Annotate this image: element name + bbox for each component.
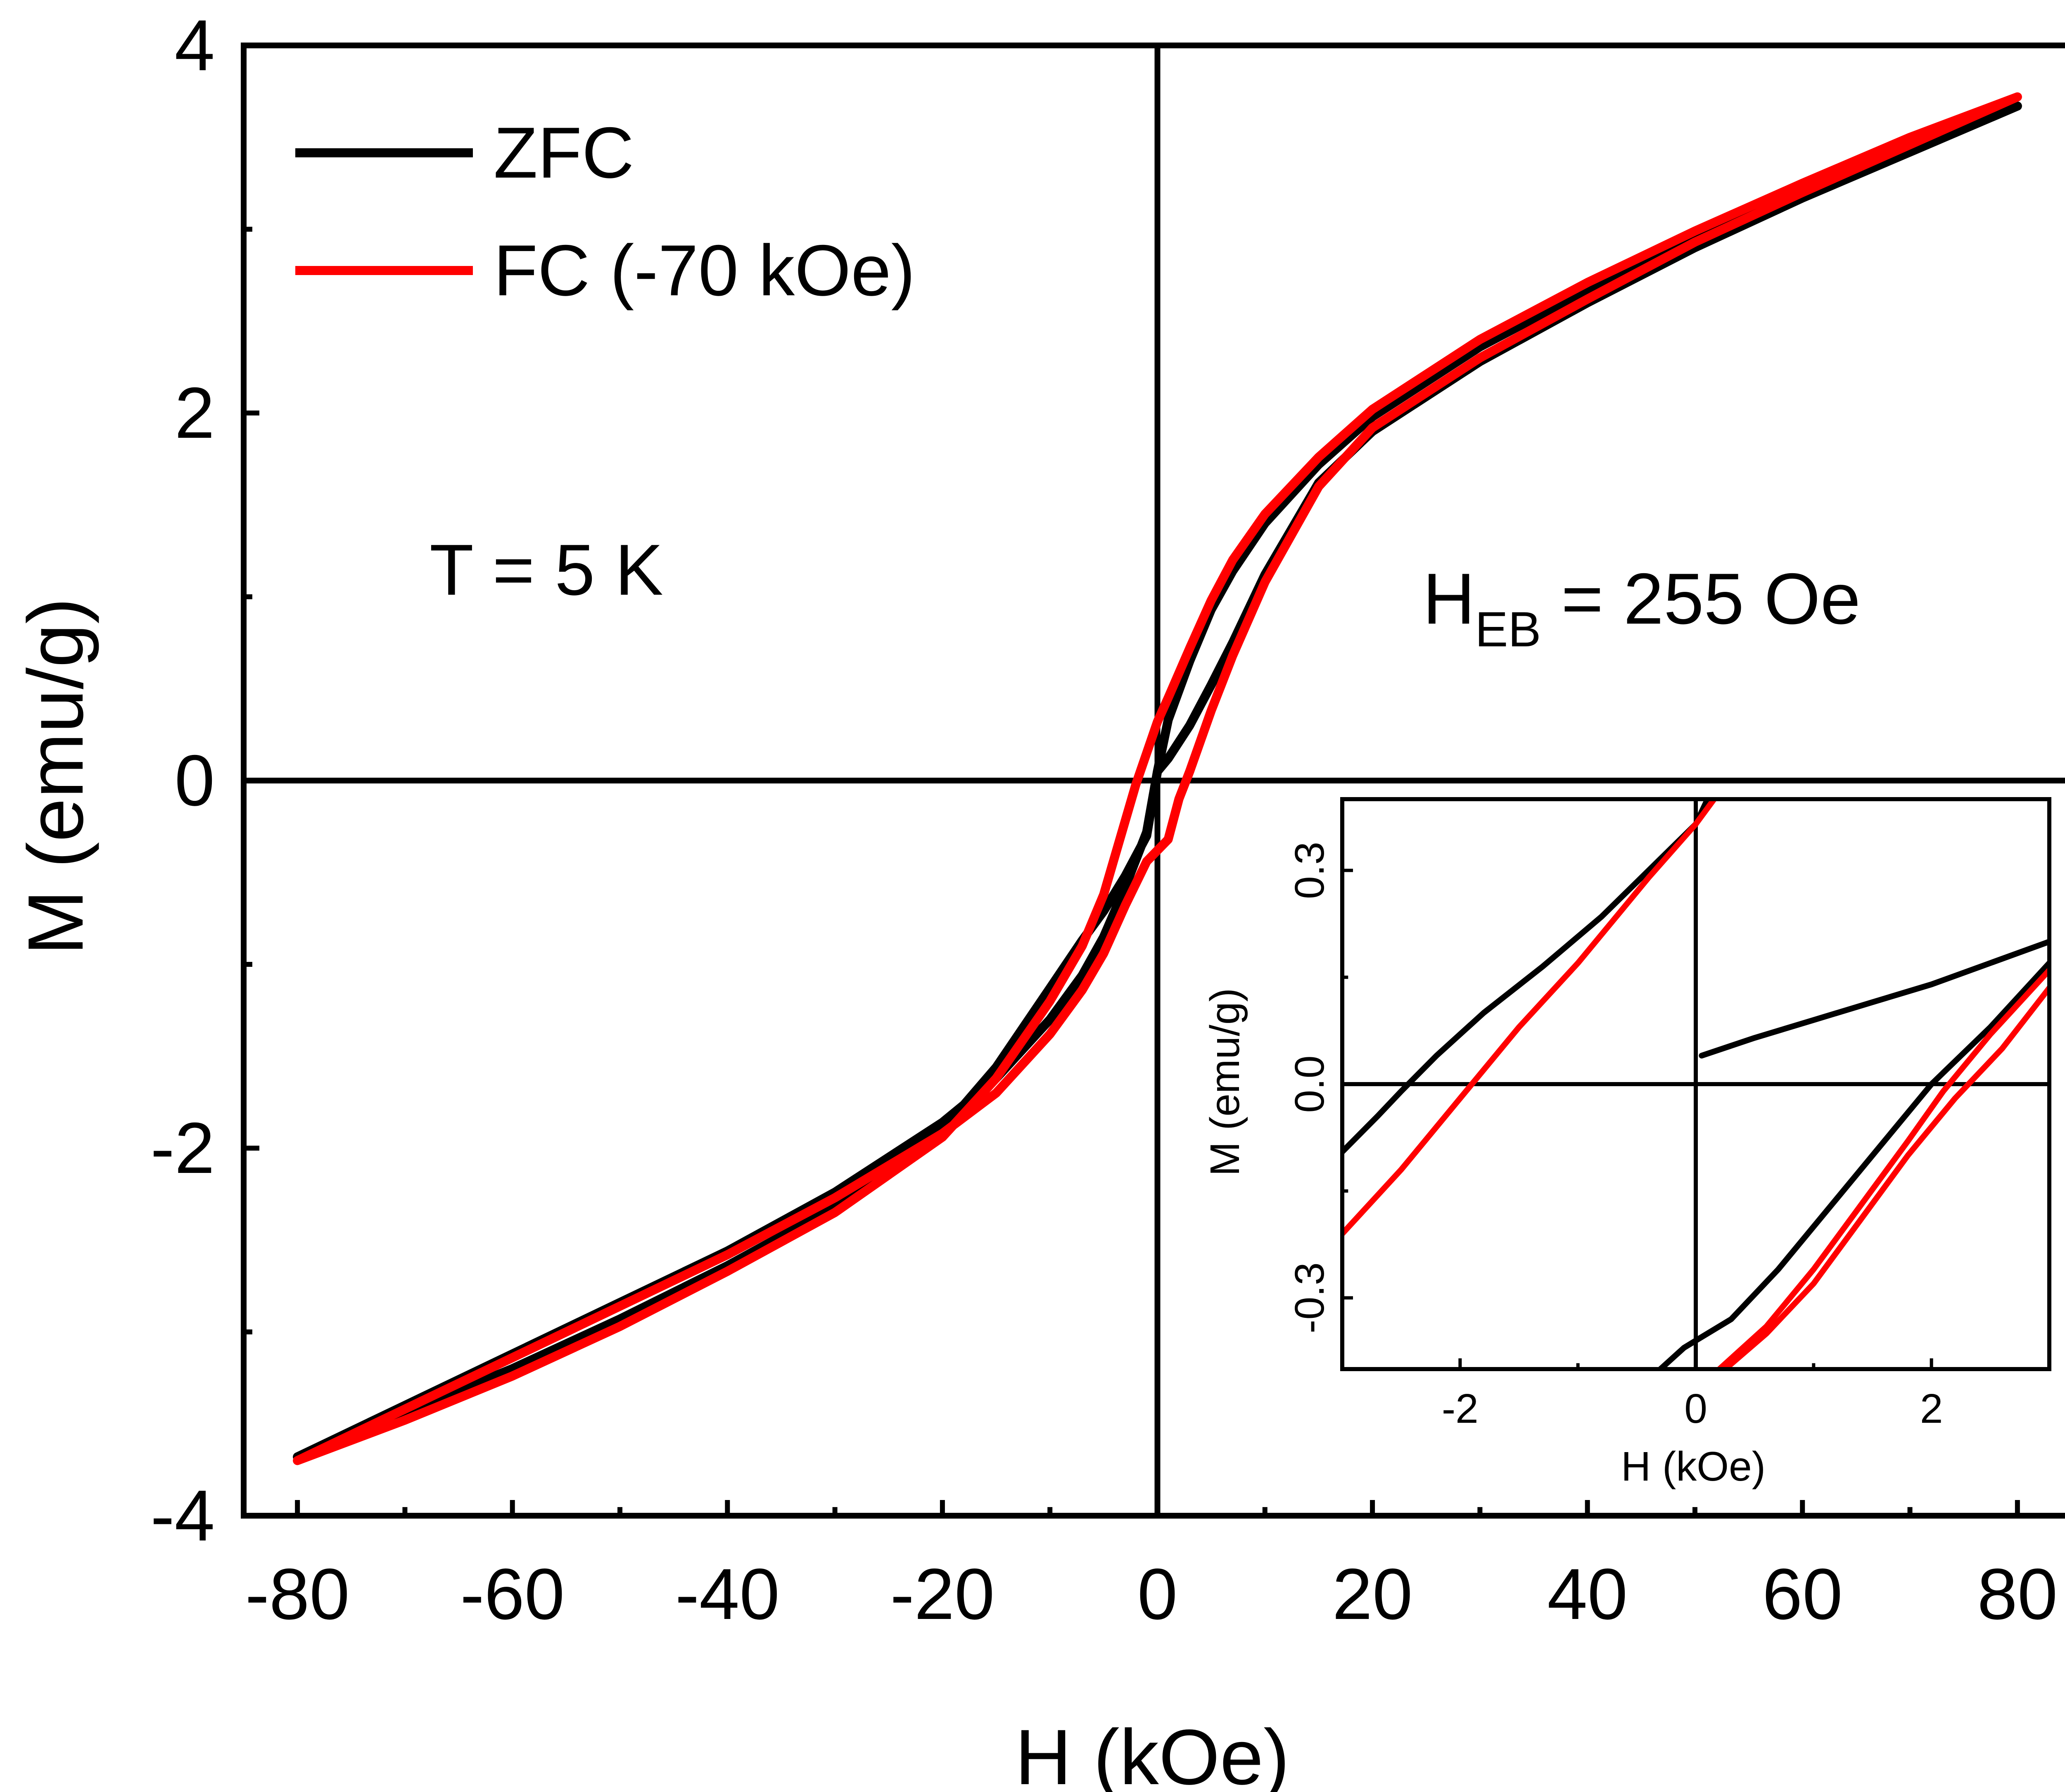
inset-series-1-line-0 [1342,799,1718,1237]
main-x-axis-title: H (kOe) [1015,1714,1290,1792]
temperature-annotation: T = 5 K [430,530,663,610]
inset-series-1-line-1 [1716,967,2049,1369]
inset-series-1-line-2 [1722,985,2049,1369]
inset-plot-frame [1340,797,2051,1371]
main-x-tick-label: 40 [1547,1554,1628,1635]
main-x-tick-label: 0 [1137,1554,1177,1635]
legend-label-zfc: ZFC [494,113,634,193]
main-x-tick-label: -80 [245,1554,350,1635]
inset-x-tick-labels: -2 0 2 [1442,1386,1943,1432]
main-y-tick-labels: -4 -2 0 2 4 [150,5,215,1556]
inset-series-0-line-1 [1699,939,2049,1059]
main-x-tick-label: -20 [890,1554,995,1635]
main-y-axis-title: M (emu/g) [12,598,100,955]
inset-y-tick-label: 0.0 [1286,1055,1333,1113]
main-x-tick-label: 20 [1332,1554,1413,1635]
main-y-tick-label: -4 [150,1476,215,1556]
inset-x-tick-label: 2 [1920,1386,1943,1432]
main-y-tick-label: -2 [150,1108,215,1189]
inset-y-tick-label: -0.3 [1286,1262,1333,1333]
main-plot-frame [241,43,2065,1519]
exchange-bias-symbol: H [1423,559,1475,639]
inset-series-group [1342,799,2049,1369]
main-y-tick-label: 0 [175,741,215,821]
main-x-tick-label: -40 [675,1554,780,1635]
exchange-bias-subscript: EB [1475,602,1541,657]
main-y-tick-label: 4 [175,5,215,86]
exchange-bias-annotation: HEB = 255 Oe [1423,559,1861,657]
main-x-tick-labels: -80 -60 -40 -20 0 20 40 60 80 [245,1554,2058,1635]
legend: ZFC FC (-70 kOe) [295,113,915,311]
exchange-bias-value: = 255 Oe [1541,559,1861,639]
inset-series-0-line-2 [1657,960,2049,1369]
main-y-tick-label: 2 [175,373,215,453]
main-series-1-line-0 [293,92,2022,1465]
legend-label-fc: FC (-70 kOe) [494,230,915,311]
inset-y-tick-labels: -0.3 0.0 0.3 [1286,842,1333,1334]
main-x-tick-label: 80 [1977,1554,2058,1635]
main-x-tick-label: 60 [1762,1554,1843,1635]
main-series-group [293,92,2022,1465]
inset-plot: -2 0 2 -0.3 0.0 0.3 H (kOe) M (emu/g) [1202,797,2051,1490]
inset-x-tick-label: -2 [1442,1386,1479,1432]
inset-y-tick-label: 0.3 [1286,842,1333,899]
main-x-tick-label: -60 [460,1554,565,1635]
inset-x-tick-label: 0 [1684,1386,1707,1432]
inset-x-axis-title: H (kOe) [1621,1443,1766,1490]
inset-y-axis-title: M (emu/g) [1202,988,1248,1176]
